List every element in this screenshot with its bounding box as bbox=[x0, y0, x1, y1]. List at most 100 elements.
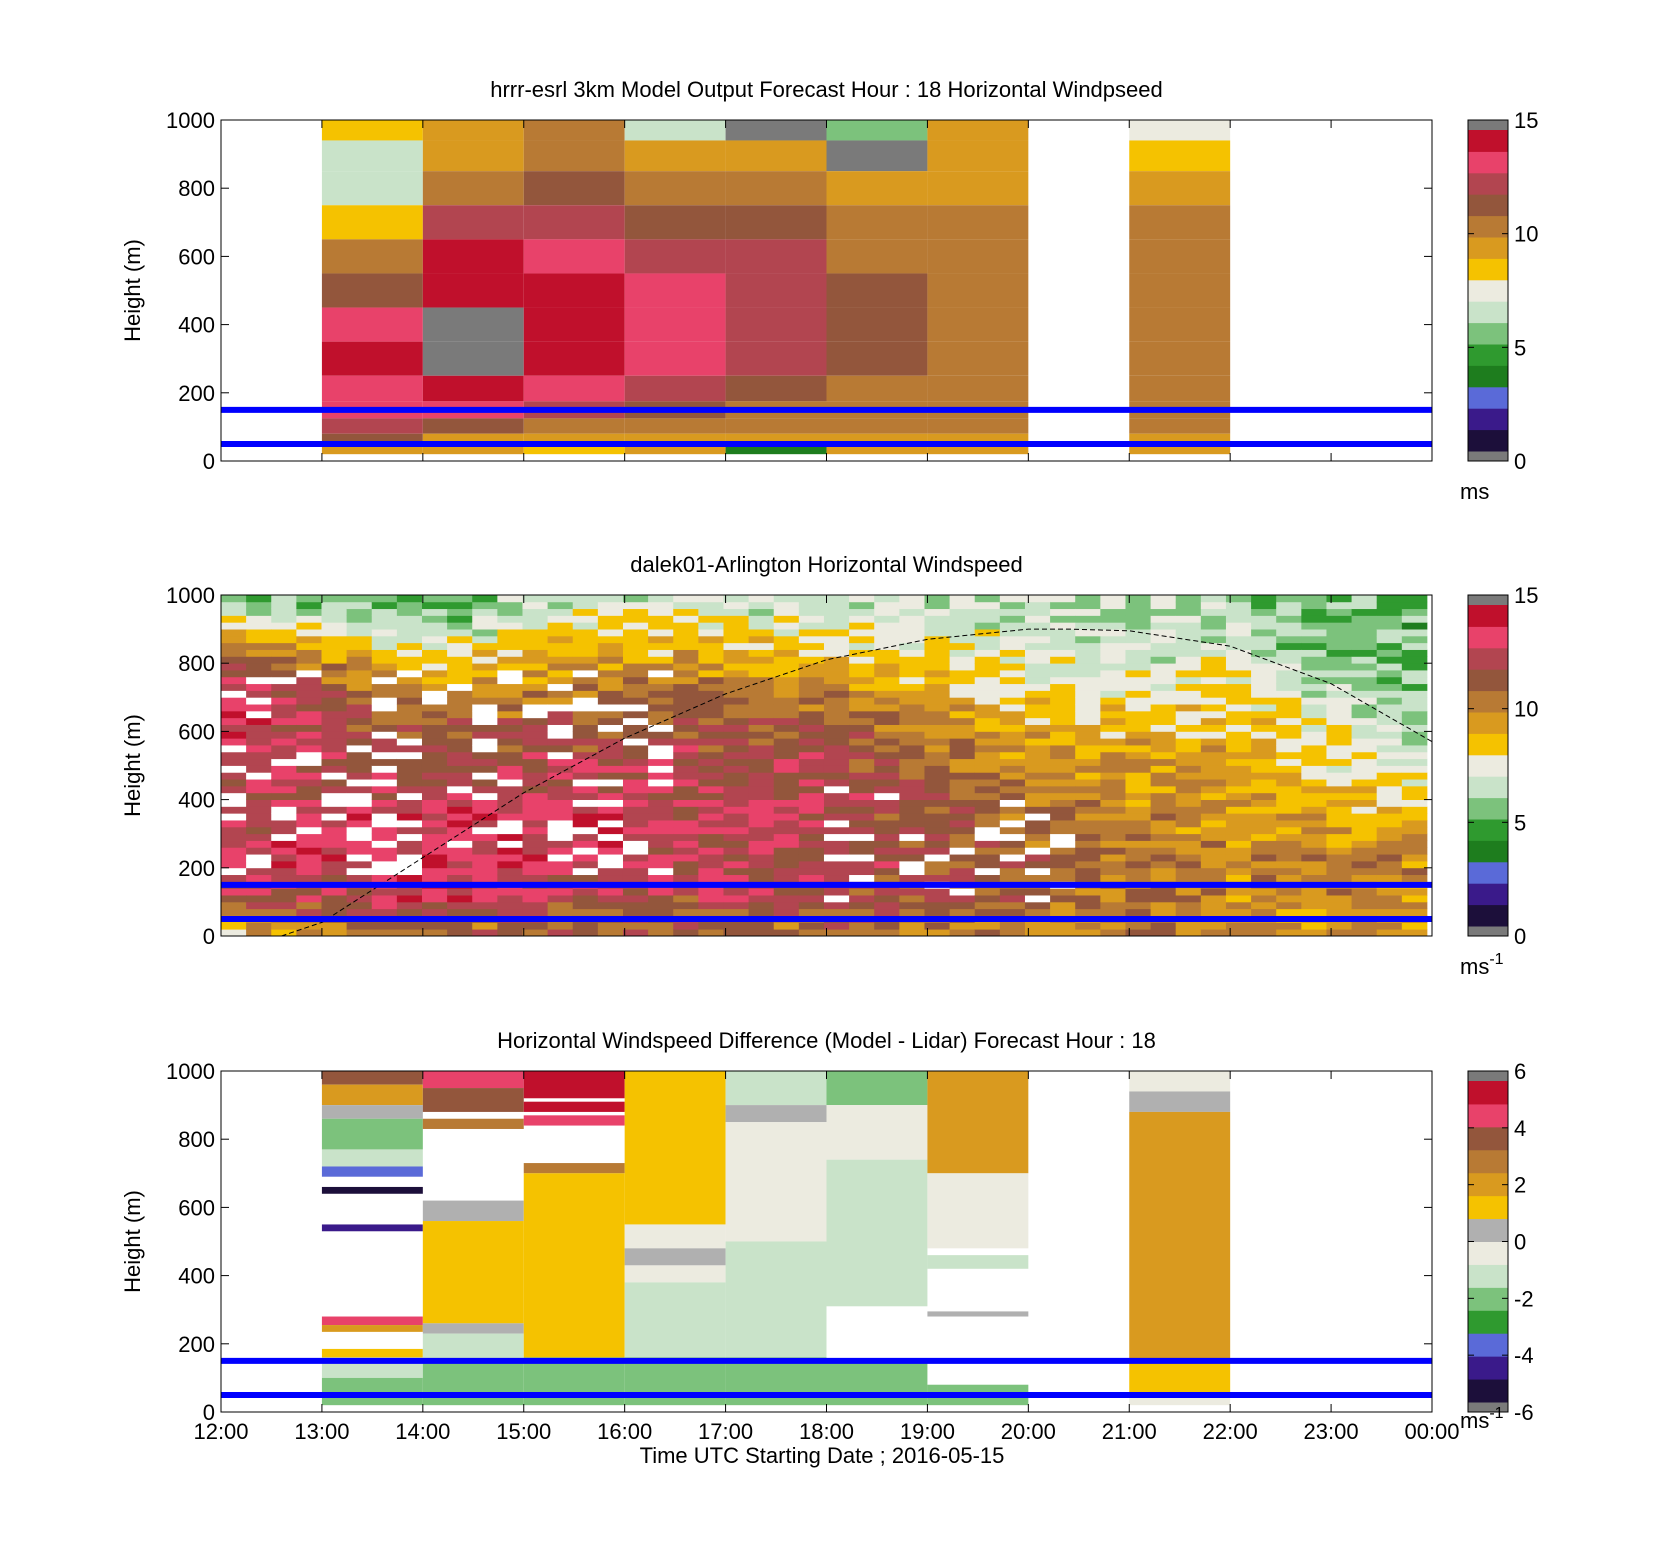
heatmap-cell bbox=[874, 629, 900, 637]
heatmap-cell bbox=[396, 860, 423, 869]
heatmap-cell bbox=[1150, 656, 1177, 664]
heatmap-cell bbox=[396, 813, 423, 821]
heatmap-cell bbox=[497, 656, 523, 664]
heatmap-cell bbox=[826, 341, 928, 376]
y-tick-label: 0 bbox=[203, 1400, 215, 1425]
heatmap-cell bbox=[1301, 724, 1327, 732]
heatmap-cell bbox=[421, 724, 448, 732]
heatmap-cell bbox=[1326, 690, 1352, 698]
heatmap-cell bbox=[1024, 901, 1051, 910]
heatmap-cell bbox=[622, 833, 649, 841]
heatmap-cell bbox=[371, 847, 398, 855]
heatmap-cell bbox=[396, 888, 423, 896]
heatmap-cell bbox=[522, 670, 549, 678]
heatmap-cell bbox=[422, 239, 524, 274]
heatmap-cell bbox=[1351, 779, 1378, 787]
heatmap-cell bbox=[1376, 758, 1403, 766]
heatmap-cell bbox=[547, 779, 574, 787]
heatmap-cell bbox=[321, 854, 348, 862]
heatmap-cell bbox=[1326, 601, 1352, 610]
heatmap-cell bbox=[1401, 792, 1428, 800]
heatmap-cell bbox=[1276, 901, 1302, 910]
heatmap-cell bbox=[874, 888, 900, 896]
heatmap-cell bbox=[1125, 901, 1151, 910]
heatmap-cell bbox=[798, 690, 825, 698]
heatmap-cell bbox=[874, 649, 900, 657]
heatmap-cell bbox=[246, 745, 272, 753]
heatmap-cell bbox=[1376, 922, 1403, 930]
heatmap-cell bbox=[673, 758, 699, 766]
heatmap-cell bbox=[246, 785, 272, 794]
heatmap-cell bbox=[1100, 663, 1126, 671]
heatmap-cell bbox=[1075, 622, 1101, 630]
colorbar-segment bbox=[1468, 1195, 1508, 1220]
heatmap-cell bbox=[1276, 792, 1302, 800]
heatmap-cell bbox=[1376, 860, 1403, 869]
heatmap-cell bbox=[1150, 608, 1177, 616]
heatmap-cell bbox=[421, 820, 448, 828]
heatmap-cell bbox=[497, 683, 523, 691]
heatmap-cell bbox=[321, 635, 348, 644]
heatmap-cell bbox=[1050, 649, 1076, 657]
heatmap-cell bbox=[648, 840, 674, 848]
heatmap-cell bbox=[899, 799, 925, 807]
heatmap-cell bbox=[396, 670, 423, 678]
heatmap-cell bbox=[723, 704, 750, 712]
heatmap-cell bbox=[823, 874, 850, 882]
heatmap-cell bbox=[1301, 874, 1327, 882]
heatmap-cell bbox=[1351, 629, 1378, 637]
heatmap-cell bbox=[1024, 895, 1051, 903]
heatmap-cell bbox=[1401, 751, 1428, 760]
heatmap-cell bbox=[624, 433, 726, 446]
heatmap-cell bbox=[1125, 635, 1151, 644]
heatmap-cell bbox=[974, 820, 1001, 828]
heatmap-cell bbox=[1276, 615, 1302, 623]
heatmap-cell bbox=[1075, 895, 1101, 903]
heatmap-cell bbox=[422, 418, 524, 434]
heatmap-cell bbox=[522, 595, 549, 603]
heatmap-cell bbox=[1150, 642, 1177, 650]
heatmap-cell bbox=[221, 649, 247, 657]
heatmap-cell bbox=[547, 867, 574, 876]
heatmap-cell bbox=[1276, 758, 1302, 766]
heatmap-cell bbox=[1351, 874, 1378, 882]
heatmap-cell bbox=[823, 745, 850, 753]
heatmap-cell bbox=[1326, 929, 1352, 937]
heatmap-cell bbox=[447, 792, 473, 800]
colorbar-tick-label: 6 bbox=[1514, 1059, 1526, 1084]
colorbar-tick-label: 10 bbox=[1514, 697, 1538, 722]
heatmap-cell bbox=[949, 833, 976, 841]
heatmap-cell bbox=[927, 171, 1029, 206]
heatmap-cell bbox=[723, 717, 750, 725]
heatmap-cell bbox=[874, 724, 900, 732]
heatmap-cell bbox=[1401, 663, 1428, 671]
heatmap-cell bbox=[999, 656, 1026, 664]
heatmap-cell bbox=[246, 724, 272, 732]
heatmap-cell bbox=[949, 867, 976, 876]
heatmap-cell bbox=[849, 867, 875, 876]
heatmap-cell bbox=[648, 622, 674, 630]
heatmap-cell bbox=[1401, 758, 1428, 766]
heatmap-cell bbox=[1175, 758, 1202, 766]
heatmap-cell bbox=[1276, 738, 1302, 746]
heatmap-cell bbox=[1075, 820, 1101, 828]
heatmap-cell bbox=[597, 779, 624, 787]
heatmap-cell bbox=[497, 813, 523, 821]
heatmap-cell bbox=[1351, 806, 1378, 814]
heatmap-cell bbox=[823, 656, 850, 664]
heatmap-cell bbox=[723, 826, 750, 835]
heatmap-cell bbox=[1326, 765, 1352, 773]
heatmap-cell bbox=[271, 717, 297, 725]
heatmap-cell bbox=[1100, 840, 1126, 848]
heatmap-cell bbox=[927, 239, 1029, 274]
heatmap-cell bbox=[1225, 813, 1252, 821]
heatmap-cell bbox=[1100, 901, 1126, 910]
heatmap-cell bbox=[924, 738, 950, 746]
heatmap-cell bbox=[748, 785, 775, 794]
heatmap-cell bbox=[1050, 622, 1076, 630]
heatmap-cell bbox=[874, 635, 900, 644]
heatmap-cell bbox=[999, 649, 1026, 657]
x-axis-label: Time UTC Starting Date ; 2016-05-15 bbox=[640, 1443, 1005, 1468]
heatmap-cell bbox=[1251, 820, 1277, 828]
heatmap-cell bbox=[622, 622, 649, 630]
